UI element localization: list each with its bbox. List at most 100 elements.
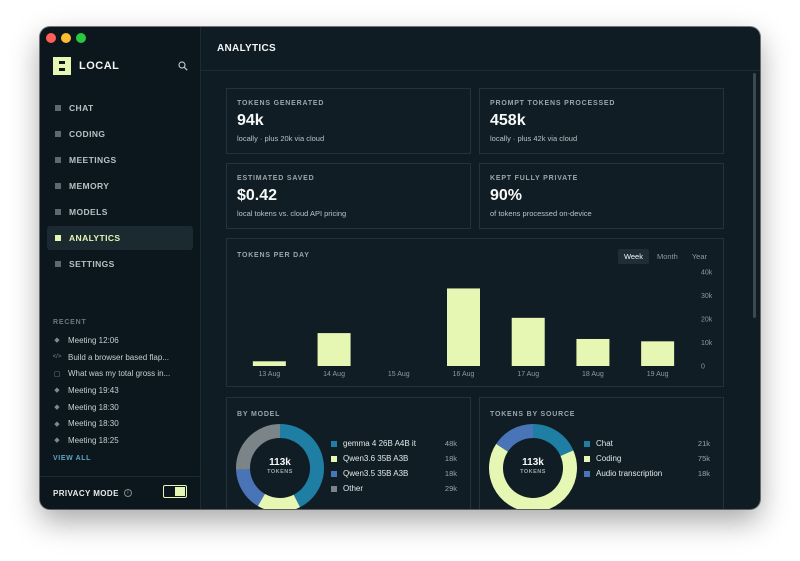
bar[interactable] <box>641 341 675 366</box>
nav-bullet-icon <box>55 105 61 111</box>
privacy-mode-toggle[interactable] <box>163 485 187 498</box>
recent-item-label: Build a browser based flap... <box>68 352 169 362</box>
legend-value: 21k <box>697 439 710 448</box>
legend-name: gemma 4 26B A4B it <box>343 439 416 448</box>
legend-item: Coding 75k <box>584 451 710 466</box>
x-tick-label: 15 Aug <box>388 371 410 378</box>
legend-swatch <box>584 440 590 447</box>
stat-value: 94k <box>237 112 264 129</box>
donut-total-label: TOKENS <box>520 469 546 475</box>
donut-slice[interactable] <box>489 443 577 509</box>
meeting-icon: ◆ <box>54 387 60 395</box>
x-tick-label: 17 Aug <box>517 371 539 378</box>
meeting-icon: ◆ <box>54 404 60 412</box>
donut-slice[interactable] <box>236 424 281 470</box>
search-icon[interactable] <box>178 61 188 71</box>
app-window: LOCAL CHAT CODING MEETINGS MEMORY MODELS ANAL… <box>40 27 760 509</box>
nav-bullet-icon <box>55 157 61 163</box>
bar[interactable] <box>447 288 480 366</box>
stat-sub: locally · plus 20k via cloud <box>237 134 325 143</box>
legend-value: 18k <box>444 454 457 463</box>
by-model-donut <box>236 424 324 509</box>
meeting-icon: ◆ <box>54 337 60 345</box>
tokens-per-day-chart: 0 10k 20k 30k 40k 13 Aug 14 Aug 15 Aug 16 Aug 17 … <box>252 270 713 378</box>
privacy-mode-label: PRIVACY MODE <box>53 488 119 498</box>
range-month-tab[interactable]: Month <box>656 252 678 261</box>
stat-value: 458k <box>490 112 526 129</box>
recent-item-label: Meeting 12:06 <box>68 335 119 345</box>
legend-swatch <box>584 470 590 477</box>
minimize-window-button[interactable] <box>61 33 71 43</box>
window-controls <box>46 33 86 43</box>
range-year-tab[interactable]: Year <box>691 252 707 261</box>
recent-item[interactable]: ◆ Meeting 18:30 <box>53 399 193 416</box>
recent-item[interactable]: ▢ What was my total gross in... <box>53 365 193 382</box>
meeting-icon: ◆ <box>54 420 60 428</box>
stat-sub: of tokens processed on-device <box>490 209 592 218</box>
donut-slice[interactable] <box>257 493 301 509</box>
recent-title: RECENT <box>53 319 87 326</box>
donut-slice[interactable] <box>532 424 574 457</box>
range-week-tab[interactable]: Week <box>617 249 649 264</box>
x-tick-label: 18 Aug <box>582 371 604 378</box>
by-model-legend: gemma 4 26B A4B it 48k Qwen3.6 35B A3B 18k Q… <box>331 436 457 496</box>
by-model-card: BY MODEL 113k TOKENS gemma 4 26B A4B it 4… <box>226 397 471 509</box>
recent-item[interactable]: </> Build a browser based flap... <box>53 349 193 366</box>
nav-bullet-icon <box>55 131 61 137</box>
donut-slice[interactable] <box>279 424 324 508</box>
tokens-per-day-card: TOKENS PER DAY Week Month Year 0 10k 20k 30k 4… <box>226 238 724 387</box>
sidebar-item-memory[interactable]: MEMORY <box>47 174 193 198</box>
toggle-knob <box>175 487 185 496</box>
donut-slice[interactable] <box>496 424 534 452</box>
legend-item: gemma 4 26B A4B it 48k <box>331 436 457 451</box>
stat-value: $0.42 <box>237 187 278 204</box>
scrollbar[interactable] <box>753 73 756 318</box>
recent-list: ◆ Meeting 12:06 </> Build a browser based f… <box>53 332 193 449</box>
sidebar-item-settings[interactable]: SETTINGS <box>47 252 193 276</box>
y-tick-label: 20k <box>701 317 713 324</box>
bar[interactable] <box>511 317 545 366</box>
recent-item-label: Meeting 18:30 <box>68 419 119 429</box>
sidebar-item-label: SETTINGS <box>69 259 115 269</box>
sidebar-item-label: CHAT <box>69 103 94 113</box>
stat-label: TOKENS GENERATED <box>237 100 325 107</box>
maximize-window-button[interactable] <box>76 33 86 43</box>
donut-slice[interactable] <box>236 468 266 507</box>
sidebar-item-meetings[interactable]: MEETINGS <box>47 148 193 172</box>
legend-swatch <box>331 440 337 447</box>
bar[interactable] <box>252 361 286 366</box>
bar[interactable] <box>576 338 610 366</box>
sidebar-item-label: MEMORY <box>69 181 110 191</box>
tokens-by-source-card: TOKENS BY SOURCE 113k TOKENS Chat 21k Codi… <box>479 397 724 509</box>
stat-sub: local tokens vs. cloud API pricing <box>237 209 347 218</box>
recent-item-label: Meeting 18:25 <box>68 435 119 445</box>
stat-label: PROMPT TOKENS PROCESSED <box>490 100 616 107</box>
bar[interactable] <box>317 333 351 366</box>
recent-item[interactable]: ◆ Meeting 19:43 <box>53 382 193 399</box>
chart-title: BY MODEL <box>237 411 281 418</box>
legend-item: Audio transcription 18k <box>584 466 710 481</box>
info-icon[interactable]: i <box>123 489 132 497</box>
nav-bullet-icon <box>55 183 61 189</box>
recent-item[interactable]: ◆ Meeting 18:30 <box>53 415 193 432</box>
x-tick-label: 19 Aug <box>647 371 669 378</box>
x-tick-label: 14 Aug <box>323 371 345 378</box>
sidebar-item-analytics[interactable]: ANALYTICS <box>47 226 193 250</box>
y-tick-label: 10k <box>701 340 713 347</box>
close-window-button[interactable] <box>46 33 56 43</box>
recent-item[interactable]: ◆ Meeting 18:25 <box>53 432 193 449</box>
meeting-icon: ◆ <box>54 437 60 445</box>
sidebar-item-coding[interactable]: CODING <box>47 122 193 146</box>
chart-title: TOKENS PER DAY <box>237 252 310 259</box>
y-tick-label: 30k <box>701 293 713 300</box>
view-all-link[interactable]: VIEW ALL <box>53 455 91 462</box>
brand-name: LOCAL <box>79 60 120 72</box>
legend-name: Qwen3.6 35B A3B <box>343 454 409 463</box>
code-icon: </> <box>53 354 62 361</box>
sidebar-item-chat[interactable]: CHAT <box>47 96 193 120</box>
sidebar-nav: CHAT CODING MEETINGS MEMORY MODELS ANALYTICS S… <box>47 96 193 278</box>
app-logo-icon <box>53 57 71 75</box>
legend-swatch <box>331 455 337 462</box>
sidebar-item-models[interactable]: MODELS <box>47 200 193 224</box>
recent-item[interactable]: ◆ Meeting 12:06 <box>53 332 193 349</box>
